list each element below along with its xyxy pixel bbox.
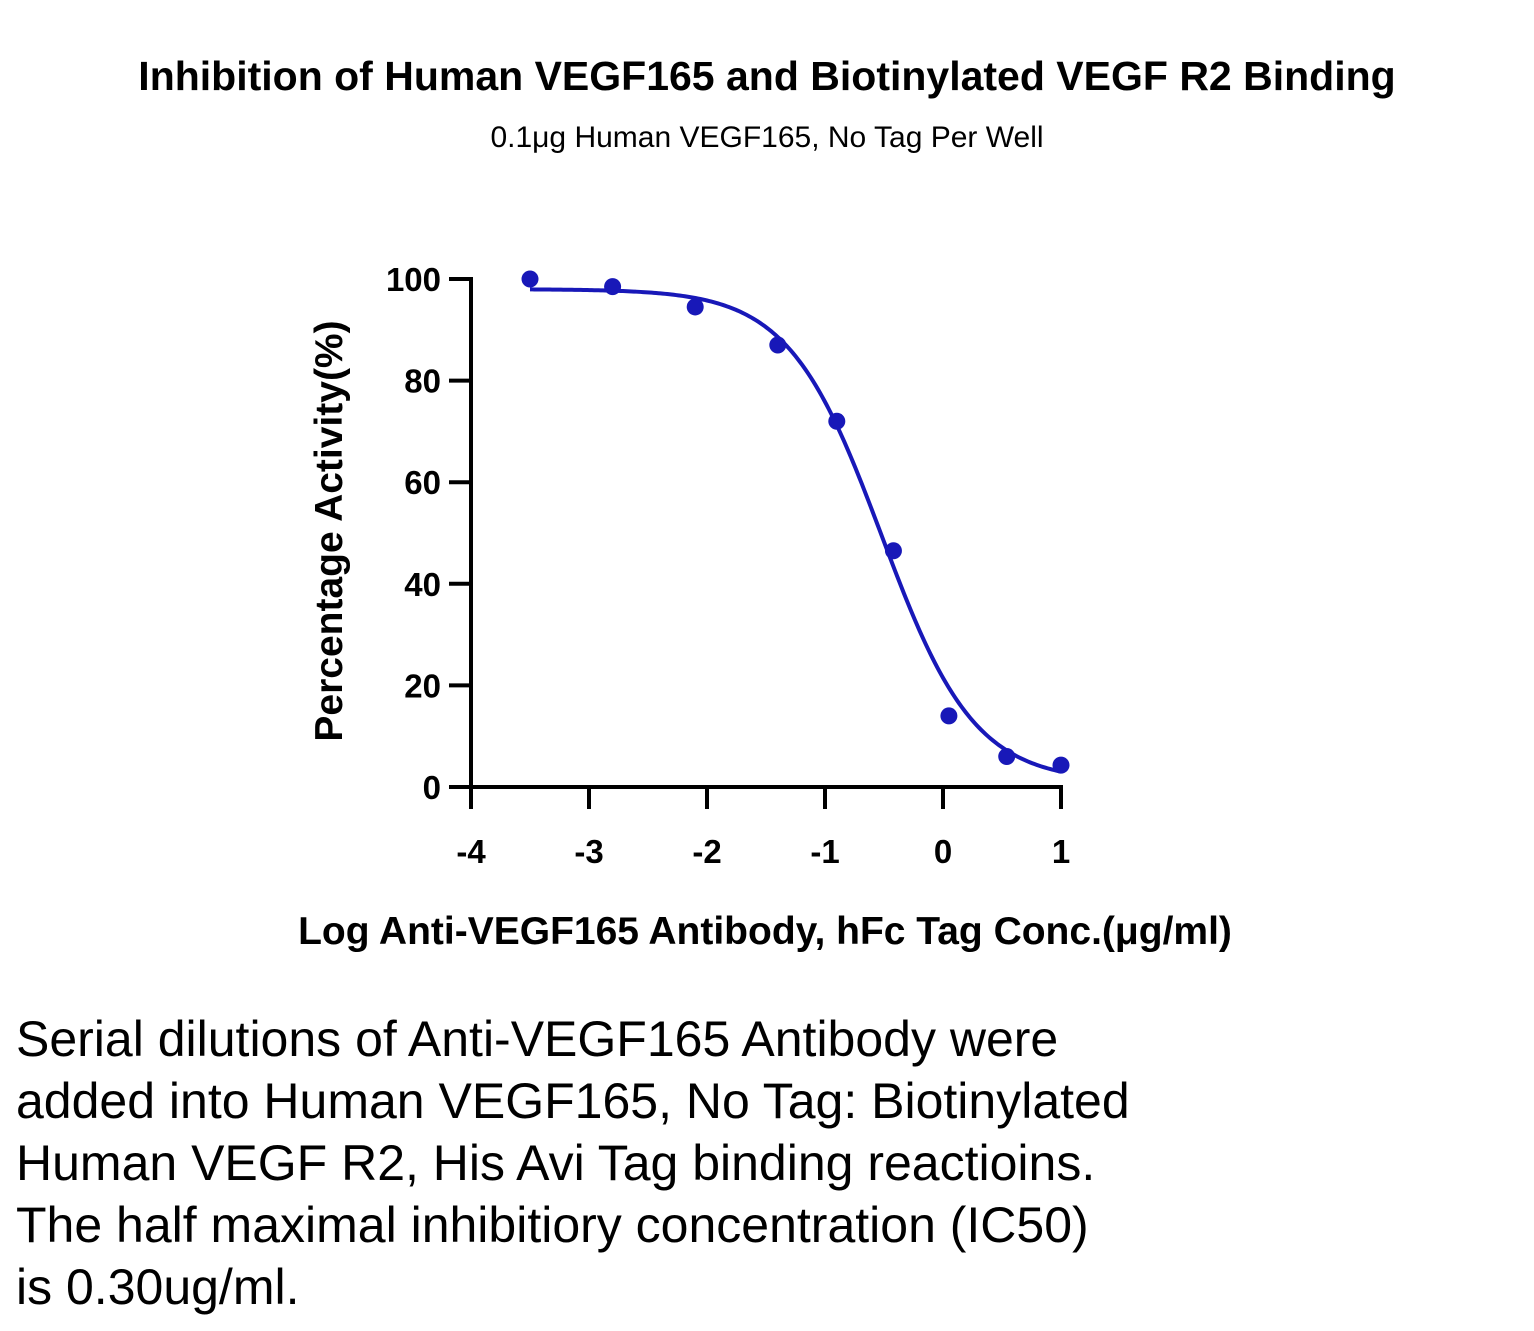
caption-line: Serial dilutions of Anti-VEGF165 Antibod… (16, 1011, 1059, 1067)
y-tick-label: 80 (404, 363, 441, 400)
caption: Serial dilutions of Anti-VEGF165 Antibod… (16, 1008, 1516, 1318)
data-point (828, 412, 846, 430)
data-point (1052, 756, 1070, 774)
caption-line: is 0.30ug/ml. (16, 1259, 300, 1315)
x-tick-label: -4 (456, 833, 486, 870)
y-tick-label: 40 (404, 566, 441, 603)
data-point (521, 270, 539, 288)
x-axis-title: Log Anti-VEGF165 Antibody, hFc Tag Conc.… (298, 910, 1232, 953)
data-point (884, 542, 902, 560)
x-tick-label: 0 (934, 833, 952, 870)
data-point (998, 748, 1016, 766)
data-points (521, 270, 1070, 774)
dose-response-chart: 0 20 40 60 80 100 -4 -3 -2 -1 0 1 Percentage Activi… (298, 261, 1232, 953)
chart-subtitle: 0.1μg Human VEGF165, No Tag Per Well (490, 121, 1044, 154)
data-point (940, 707, 958, 725)
caption-line: Human VEGF R2, His Avi Tag binding react… (16, 1135, 1096, 1191)
fit-curve-group (529, 287, 1062, 774)
ticks: 0 20 40 60 80 100 -4 -3 -2 -1 0 1 (386, 261, 1070, 870)
data-point (604, 278, 622, 296)
data-point (769, 336, 787, 354)
axes (469, 277, 1063, 789)
x-tick-label: 1 (1052, 833, 1070, 870)
y-tick-label: 20 (404, 667, 441, 704)
caption-line: The half maximal inhibitiory concentrati… (16, 1197, 1089, 1253)
caption-line: added into Human VEGF165, No Tag: Biotin… (16, 1073, 1130, 1129)
y-tick-label: 0 (423, 769, 441, 806)
y-tick-label: 100 (386, 261, 441, 298)
y-tick-label: 60 (404, 464, 441, 501)
fit-curve (529, 287, 1062, 774)
x-tick-label: -2 (692, 833, 721, 870)
x-tick-label: -3 (574, 833, 603, 870)
y-axis-title: Percentage Activity(%) (308, 320, 351, 741)
x-tick-label: -1 (810, 833, 839, 870)
chart-title: Inhibition of Human VEGF165 and Biotinyl… (138, 53, 1396, 99)
data-point (686, 298, 704, 316)
